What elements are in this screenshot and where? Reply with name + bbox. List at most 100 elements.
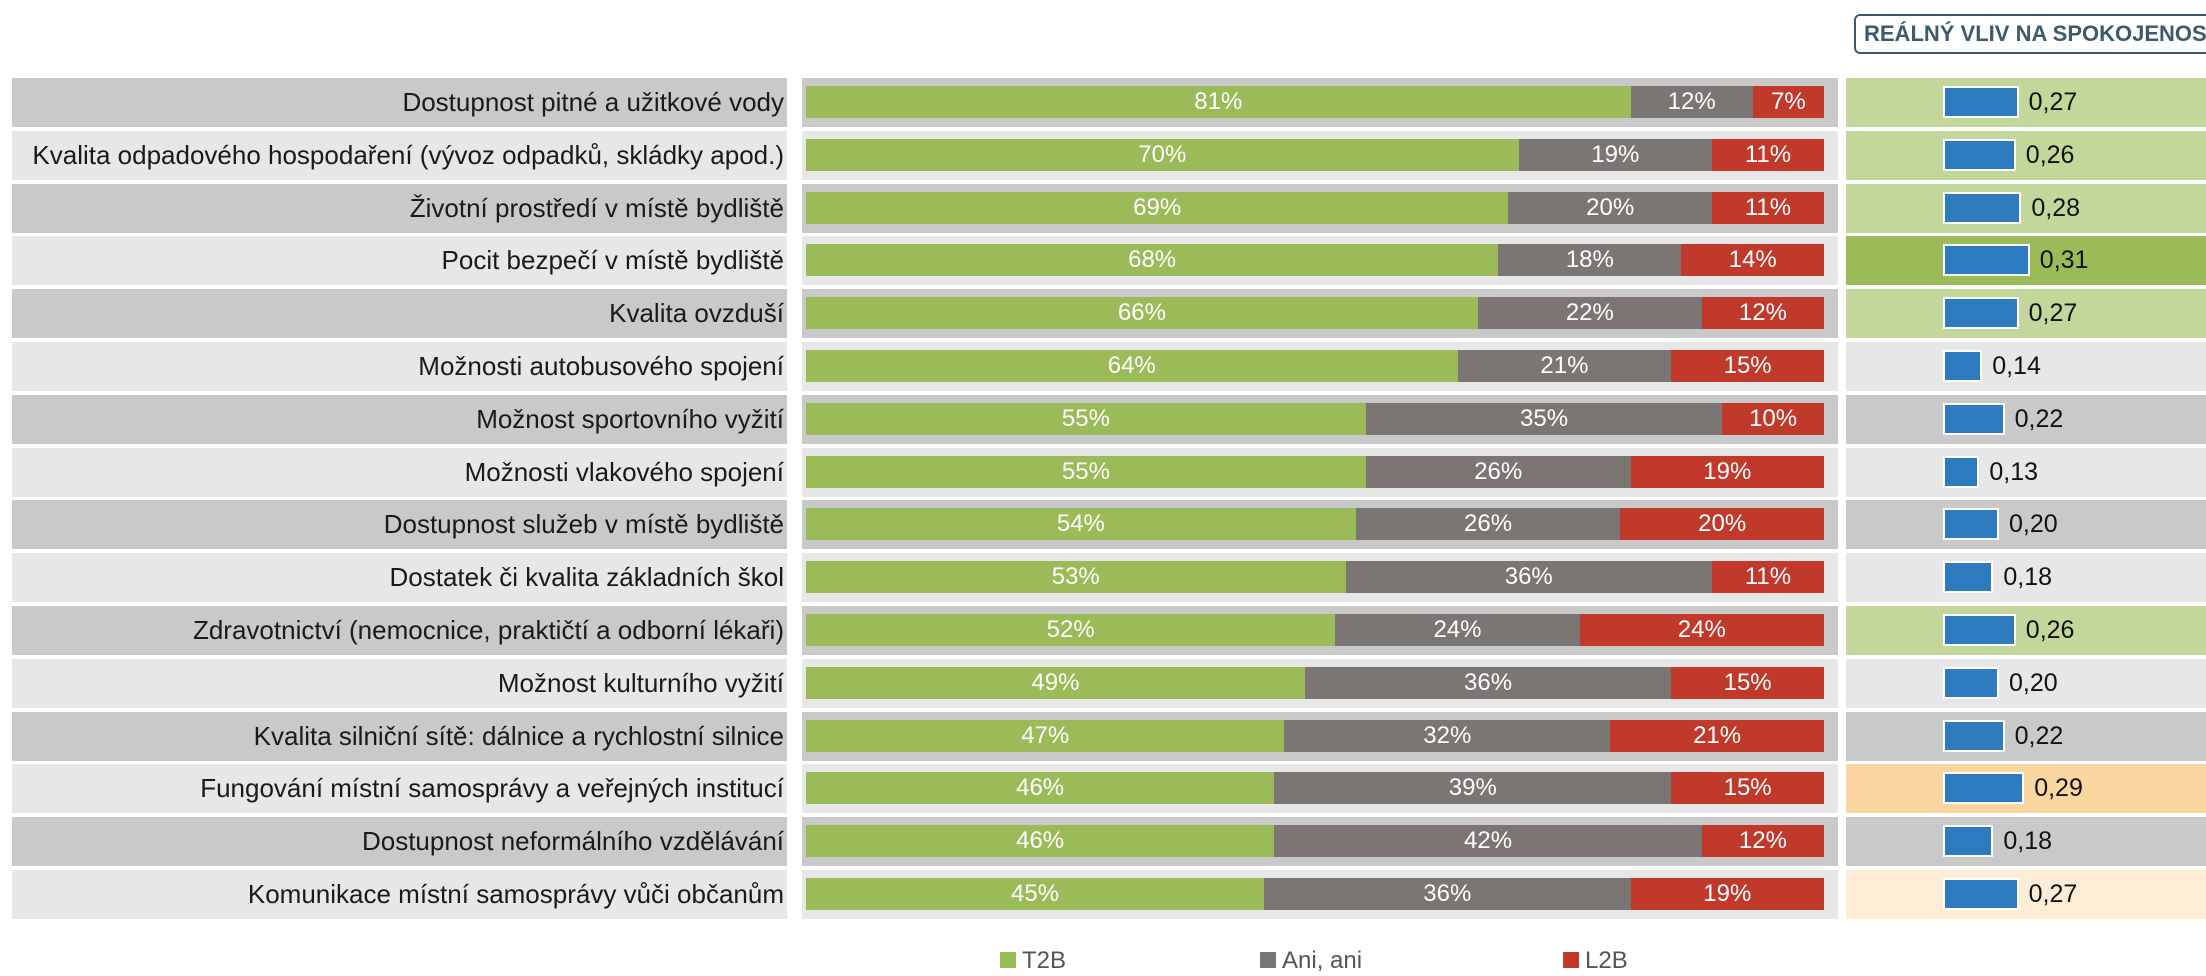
data-label-t2b: 69% — [1133, 194, 1182, 221]
bar-segment-ani — [1508, 192, 1712, 224]
bar-segment-t2b — [806, 614, 1336, 646]
vliv-value: 0,20 — [2009, 669, 2058, 697]
vliv-cell — [1846, 289, 2206, 338]
data-label-ani: 26% — [1474, 458, 1523, 485]
column-gap — [787, 342, 802, 391]
legend-swatch-l2b — [1563, 951, 1579, 968]
bar-segment-ani — [1335, 614, 1580, 646]
vliv-bar — [1943, 192, 2022, 224]
data-label-l2b: 19% — [1703, 880, 1752, 907]
vliv-cell — [1846, 870, 2206, 919]
bar-segment-l2b — [1712, 192, 1824, 224]
vliv-bar — [1943, 772, 2025, 804]
bar-segment-t2b — [806, 456, 1366, 488]
vliv-value: 0,22 — [2014, 722, 2064, 750]
bar-segment-t2b — [806, 825, 1275, 857]
vliv-value: 0,27 — [2028, 299, 2078, 327]
data-label-t2b: 54% — [1056, 510, 1105, 537]
bar-segment-l2b — [1681, 244, 1824, 276]
vliv-cell — [1846, 342, 2206, 391]
column-gap — [787, 606, 802, 655]
vliv-value: 0,22 — [2014, 405, 2064, 433]
bar-segment-ani — [1274, 825, 1702, 857]
bar-segment-t2b — [806, 667, 1305, 699]
data-label-ani: 18% — [1565, 246, 1614, 273]
column-gap — [787, 236, 802, 285]
data-label-t2b: 49% — [1031, 669, 1080, 696]
data-label-l2b: 7% — [1771, 88, 1806, 115]
data-label-t2b: 64% — [1107, 352, 1156, 379]
vliv-bar — [1943, 350, 1983, 382]
column-gap — [787, 184, 802, 233]
category-label: Dostupnost služeb v místě bydliště — [383, 509, 784, 539]
column-gap — [787, 289, 802, 338]
data-label-ani: 22% — [1565, 299, 1614, 326]
column-gap — [787, 817, 802, 866]
category-label: Dostatek či kvalita základních škol — [389, 562, 784, 592]
vliv-bar — [1943, 878, 2019, 910]
data-label-l2b: 12% — [1738, 827, 1787, 854]
data-label-ani: 26% — [1464, 510, 1513, 537]
data-label-t2b: 46% — [1016, 827, 1065, 854]
bar-segment-t2b — [806, 192, 1509, 224]
bar-segment-l2b — [1579, 614, 1824, 646]
category-label: Dostupnost neformálního vzdělávání — [361, 826, 784, 856]
data-label-t2b: 46% — [1016, 774, 1065, 801]
bar-segment-ani — [1457, 350, 1672, 382]
legend-swatch-ani — [1260, 951, 1276, 968]
bar-segment-ani — [1345, 561, 1712, 593]
data-label-t2b: 55% — [1061, 458, 1110, 485]
bar-segment-l2b — [1671, 772, 1824, 804]
category-label: Možnost sportovního vyžití — [476, 404, 784, 434]
data-label-ani: 36% — [1464, 669, 1513, 696]
bar-segment-t2b — [806, 139, 1519, 171]
bar-segment-ani — [1304, 667, 1672, 699]
category-label: Pocit bezpečí v místě bydliště — [441, 245, 784, 275]
category-label: Dostupnost pitné a užitkové vody — [402, 87, 784, 117]
bar-segment-t2b — [806, 403, 1366, 435]
column-gap — [787, 448, 802, 497]
bar-segment-ani — [1274, 772, 1672, 804]
data-label-l2b: 11% — [1744, 194, 1792, 221]
bar-segment-l2b — [1610, 720, 1824, 752]
bar-segment-t2b — [806, 508, 1356, 540]
bar-segment-t2b — [806, 244, 1499, 276]
vliv-bar — [1943, 244, 2030, 276]
category-label: Kvalita ovzduší — [609, 298, 784, 328]
data-label-ani: 36% — [1423, 880, 1472, 907]
data-label-ani: 35% — [1520, 405, 1569, 432]
data-label-ani: 32% — [1423, 722, 1472, 749]
vliv-value: 0,28 — [2031, 194, 2081, 222]
vliv-bar — [1943, 297, 2019, 329]
bar-segment-t2b — [806, 297, 1478, 329]
vliv-value: 0,13 — [1989, 458, 2039, 486]
data-label-t2b: 55% — [1061, 405, 1110, 432]
column-gap — [787, 78, 802, 127]
vliv-bar — [1943, 456, 1980, 488]
bar-segment-t2b — [806, 720, 1285, 752]
vliv-cell — [1846, 764, 2206, 813]
vliv-header: REÁLNÝ VLIV NA SPOKOJENOST — [1854, 14, 2206, 54]
data-label-ani: 20% — [1586, 194, 1635, 221]
vliv-bar — [1943, 139, 2016, 171]
bar-segment-ani — [1365, 403, 1723, 435]
bar-segment-ani — [1477, 297, 1702, 329]
bar-segment-ani — [1518, 139, 1712, 171]
data-label-l2b: 21% — [1693, 722, 1742, 749]
vliv-cell — [1846, 131, 2206, 180]
legend-label-ani: Ani, ani — [1282, 947, 1363, 974]
data-label-l2b: 11% — [1744, 563, 1792, 590]
data-label-t2b: 45% — [1011, 880, 1060, 907]
category-label: Možnost kulturního vyžití — [497, 668, 784, 698]
vliv-value: 0,27 — [2028, 88, 2078, 116]
bar-segment-t2b — [806, 350, 1458, 382]
vliv-value: 0,31 — [2039, 246, 2089, 274]
data-label-l2b: 15% — [1723, 352, 1772, 379]
bar-segment-ani — [1498, 244, 1682, 276]
legend-item-l2b: L2B — [1563, 946, 1628, 976]
category-label: Kvalita silniční sítě: dálnice a rychlos… — [253, 721, 784, 751]
data-label-l2b: 19% — [1703, 458, 1752, 485]
vliv-value: 0,26 — [2025, 616, 2075, 644]
bar-segment-l2b — [1630, 456, 1824, 488]
bar-segment-l2b — [1712, 139, 1824, 171]
